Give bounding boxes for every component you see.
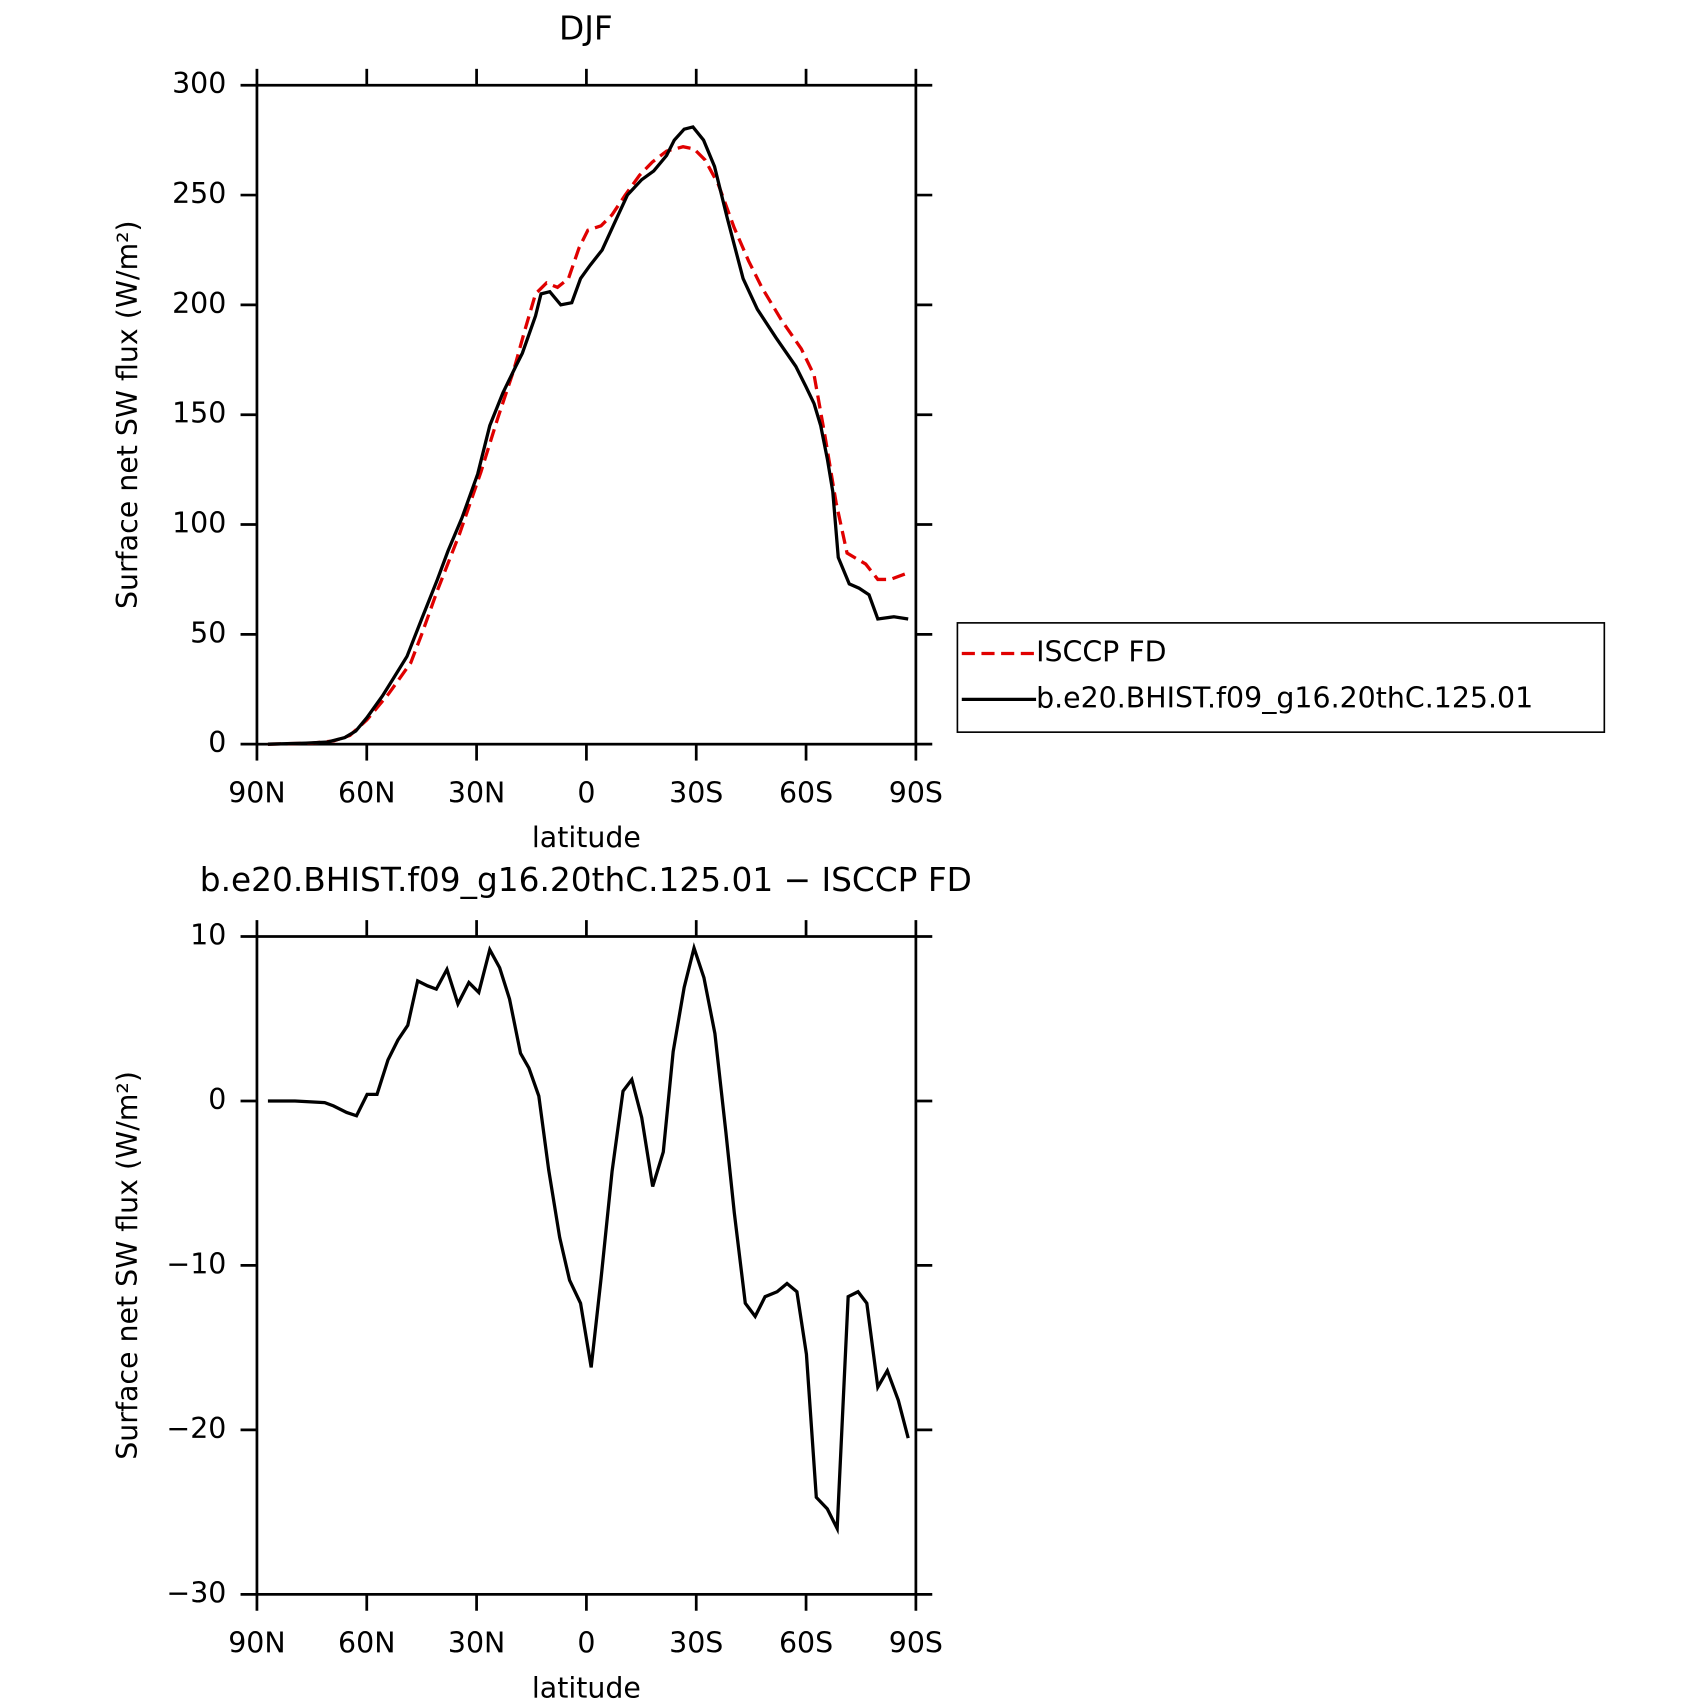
x-tick-label: 90N xyxy=(228,1627,285,1660)
x-tick-label: 90N xyxy=(228,776,285,809)
legend-label: ISCCP FD xyxy=(1036,635,1166,668)
x-axis-label: latitude xyxy=(532,821,641,854)
y-tick-label: −20 xyxy=(166,1412,226,1445)
chart-title: b.e20.BHIST.f09_g16.20thC.125.01 − ISCCP… xyxy=(200,861,972,899)
x-tick-label: 0 xyxy=(577,776,595,809)
y-tick-label: 10 xyxy=(190,919,226,952)
y-tick-label: 300 xyxy=(172,67,226,100)
x-tick-label: 30S xyxy=(669,776,723,809)
y-tick-label: 0 xyxy=(208,1083,226,1116)
x-tick-label: 0 xyxy=(577,1627,595,1660)
plot-frame xyxy=(255,83,918,746)
x-tick-label: 60S xyxy=(779,776,833,809)
y-axis-label: Surface net SW flux (W/m²) xyxy=(111,1071,144,1460)
x-tick-label: 60N xyxy=(338,776,395,809)
x-tick-label: 30N xyxy=(448,776,505,809)
data-line xyxy=(267,942,910,1535)
data-line xyxy=(267,125,909,746)
legend-label: b.e20.BHIST.f09_g16.20thC.125.01 xyxy=(1036,681,1533,714)
y-tick-label: 250 xyxy=(172,177,226,210)
y-tick-label: 0 xyxy=(208,726,226,759)
y-tick-label: 150 xyxy=(172,397,226,430)
x-axis-label: latitude xyxy=(532,1671,641,1704)
chart-title: DJF xyxy=(559,10,613,48)
x-tick-label: 60N xyxy=(338,1627,395,1660)
x-tick-label: 30S xyxy=(669,1627,723,1660)
x-tick-label: 60S xyxy=(779,1627,833,1660)
y-tick-label: −30 xyxy=(166,1576,226,1609)
data-line xyxy=(267,145,909,746)
plot-frame xyxy=(255,935,918,1596)
x-tick-label: 30N xyxy=(448,1627,505,1660)
legend-box xyxy=(956,622,1606,733)
y-axis-label: Surface net SW flux (W/m²) xyxy=(111,220,144,609)
x-tick-label: 90S xyxy=(889,776,943,809)
x-tick-label: 90S xyxy=(889,1627,943,1660)
y-tick-label: 200 xyxy=(172,287,226,320)
y-tick-label: 100 xyxy=(172,507,226,540)
y-tick-label: 50 xyxy=(190,616,226,649)
y-tick-label: −10 xyxy=(166,1247,226,1280)
